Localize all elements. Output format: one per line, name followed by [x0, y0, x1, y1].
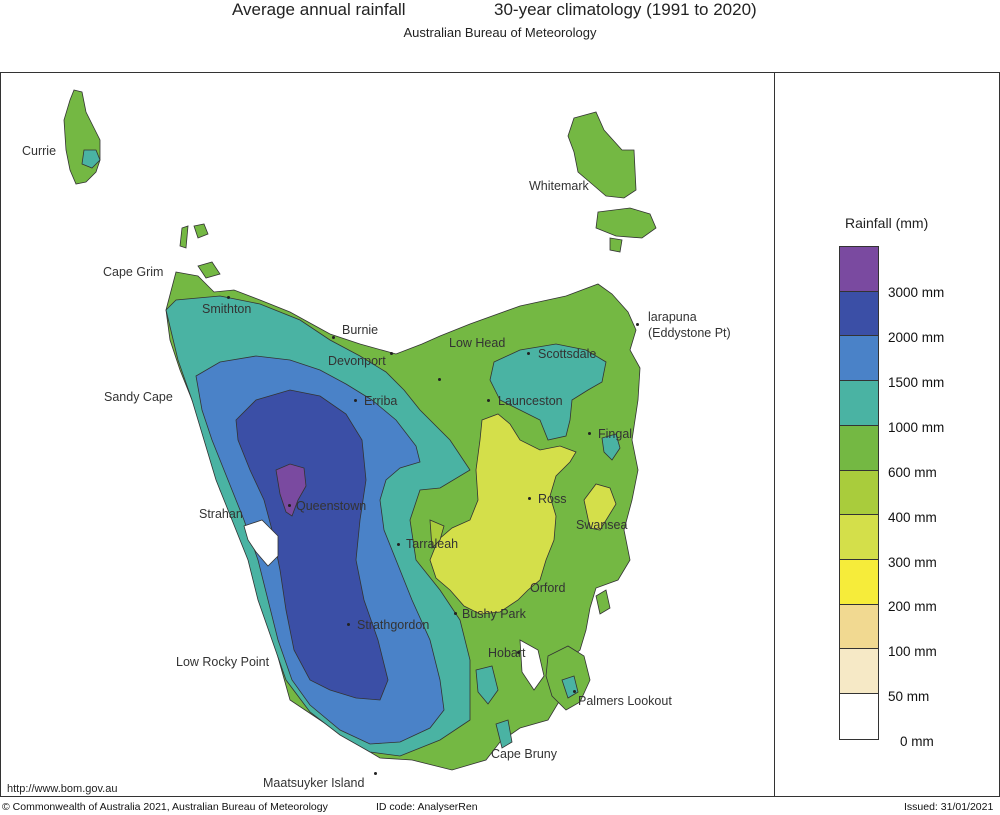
legend-label: 100 mm	[888, 644, 937, 659]
place-label: Cape Grim	[103, 265, 164, 279]
location-marker	[573, 690, 576, 693]
rainfall-map	[63, 89, 657, 771]
place-label: Tarraleah	[406, 537, 459, 551]
walker-island	[197, 261, 221, 279]
place-label: Orford	[530, 581, 566, 595]
place-label: (Eddystone Pt)	[648, 326, 731, 340]
bruny-channel	[475, 665, 499, 705]
maria-island	[595, 589, 611, 615]
hunter-island	[193, 223, 209, 239]
place-label: Bushy Park	[462, 607, 526, 621]
rain-band-400-east	[583, 483, 617, 531]
legend-swatch	[840, 425, 878, 471]
cape-barren-island	[595, 207, 657, 239]
location-marker	[487, 399, 490, 402]
robbins-island	[179, 225, 189, 249]
location-marker	[636, 323, 639, 326]
place-label: Sandy Cape	[104, 390, 173, 404]
place-label: Hobart	[488, 646, 526, 660]
flinders-island	[567, 111, 637, 199]
location-marker	[390, 352, 393, 355]
location-marker	[454, 612, 457, 615]
legend-label: 600 mm	[888, 465, 937, 480]
legend-swatch	[840, 291, 878, 337]
location-marker	[354, 399, 357, 402]
rain-band-1500-fingal	[601, 433, 621, 461]
place-label: Currie	[22, 144, 57, 158]
legend-label: 400 mm	[888, 510, 937, 525]
place-label: Launceston	[498, 394, 563, 408]
legend-swatch	[840, 336, 878, 382]
legend-label: 300 mm	[888, 555, 937, 570]
place-label: Strathgordon	[357, 618, 430, 632]
legend-label: 1500 mm	[888, 375, 945, 390]
location-marker	[438, 378, 441, 381]
place-label: Smithton	[202, 302, 252, 316]
place-label: Strahan	[199, 507, 243, 521]
location-marker	[347, 623, 350, 626]
legend-panel	[774, 72, 1000, 797]
king-island-wet-zone	[81, 149, 101, 169]
place-label: Low Rocky Point	[176, 655, 270, 669]
legend-label: 3000 mm	[888, 285, 945, 300]
place-label: Erriba	[364, 394, 398, 408]
location-marker	[527, 352, 530, 355]
source-url[interactable]: http://www.bom.gov.au	[7, 783, 118, 795]
legend-swatch	[840, 694, 878, 739]
place-label: Burnie	[342, 323, 379, 337]
legend-label: 50 mm	[888, 689, 930, 704]
place-label: Queenstown	[296, 499, 367, 513]
rain-band-600-midlands	[429, 519, 445, 549]
rain-band-3000	[235, 389, 389, 701]
place-label: Cape Bruny	[491, 747, 558, 761]
legend-swatch	[840, 560, 878, 605]
legend-title: Rainfall (mm)	[845, 215, 929, 231]
map-title: Average annual rainfall	[232, 0, 406, 19]
king-island	[63, 89, 101, 185]
legend-label: 200 mm	[888, 599, 937, 614]
legend-swatch	[840, 515, 878, 561]
location-marker	[288, 504, 291, 507]
location-marker	[374, 772, 377, 775]
legend-label: 1000 mm	[888, 420, 945, 435]
rain-band-peak	[275, 463, 307, 517]
place-label: Scottsdale	[538, 347, 597, 361]
location-marker	[397, 543, 400, 546]
location-marker	[528, 497, 531, 500]
place-label: Whitemark	[529, 179, 589, 193]
copyright-text: Commonwealth of Australia 2021, Australi…	[12, 801, 328, 813]
legend-swatch	[840, 247, 878, 292]
place-label: Low Head	[449, 336, 506, 350]
place-label: Swansea	[576, 518, 628, 532]
map-period: 30-year climatology (1991 to 2020)	[494, 0, 757, 19]
place-label: Palmers Lookout	[578, 694, 672, 708]
rain-band-400-midlands	[429, 413, 577, 615]
legend-swatch	[840, 381, 878, 426]
location-marker	[588, 432, 591, 435]
macquarie-harbour	[243, 519, 279, 567]
issued-date: Issued: 31/01/2021	[904, 801, 994, 813]
map-subtitle: Australian Bureau of Meteorology	[403, 25, 597, 40]
bruny-south	[495, 719, 513, 749]
rain-band-1500-scottsdale	[489, 343, 607, 441]
place-label: Devonport	[328, 354, 386, 368]
place-label: Maatsuyker Island	[263, 776, 365, 790]
legend-swatch	[840, 604, 878, 650]
derwent-estuary	[519, 639, 545, 691]
legend-swatch	[840, 649, 878, 695]
legend-color-bar	[839, 246, 879, 740]
id-code: ID code: AnalyserRen	[376, 801, 478, 813]
place-label: Fingal	[598, 427, 633, 441]
legend-label: 2000 mm	[888, 330, 945, 345]
legend-label: 0 mm	[900, 734, 934, 749]
place-label: larapuna	[648, 310, 697, 324]
small-island	[609, 237, 623, 253]
place-label: Ross	[538, 492, 567, 506]
location-marker	[227, 296, 230, 299]
location-marker	[332, 336, 335, 339]
copyright-line: © Commonwealth of Australia 2021, Austra…	[2, 801, 328, 813]
copyright-symbol: ©	[2, 801, 10, 813]
legend-swatch	[840, 470, 878, 516]
location-marker	[517, 651, 520, 654]
